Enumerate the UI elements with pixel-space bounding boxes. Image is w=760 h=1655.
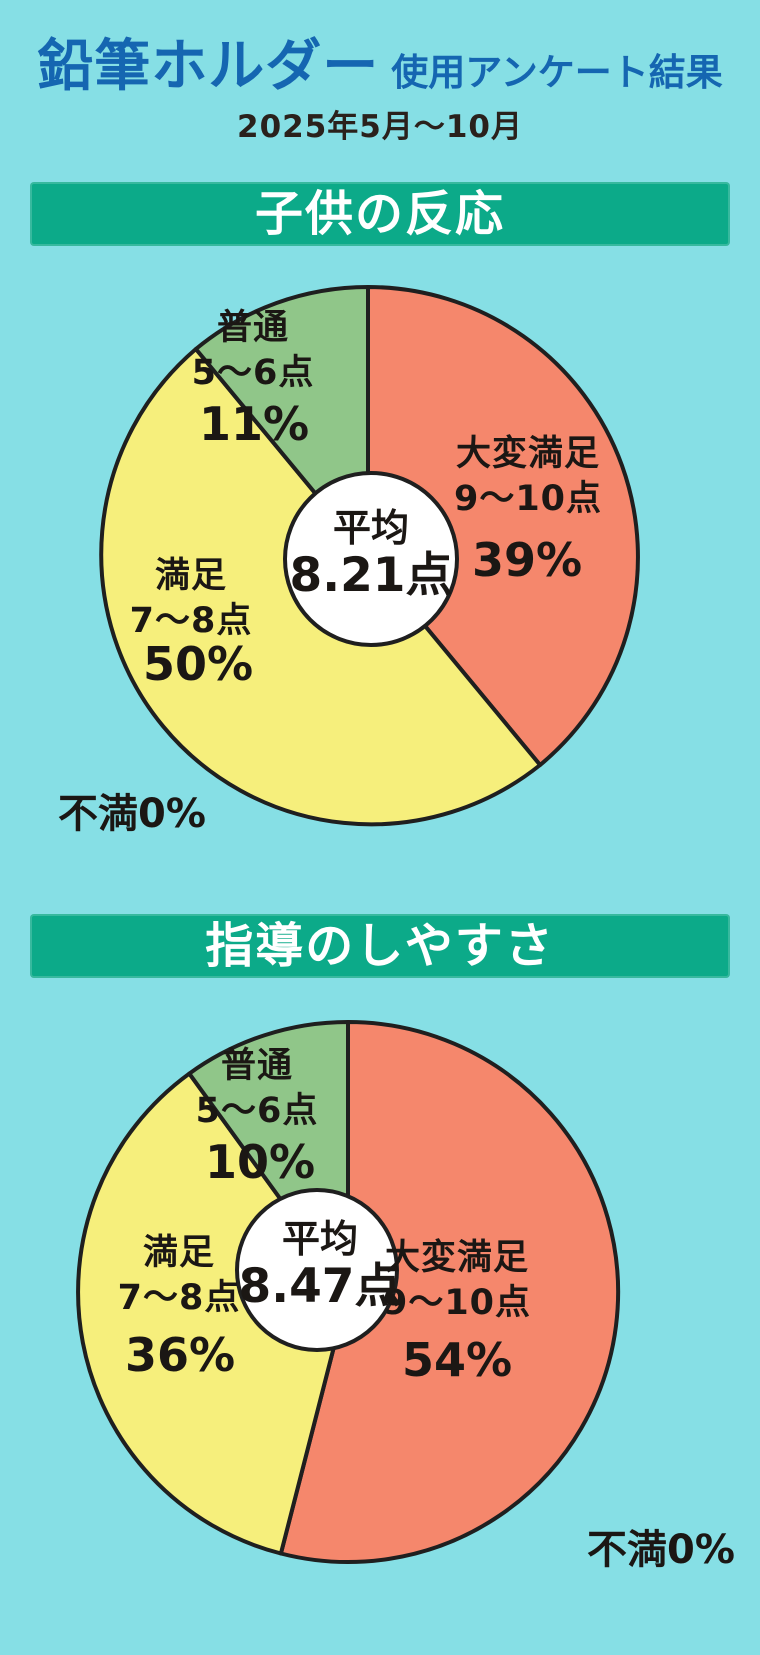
slice-percent-very-satisfied: 39% — [471, 533, 583, 587]
slice-range: 9〜10点 — [453, 479, 603, 519]
slice-name: 普通 — [220, 1046, 293, 1086]
page-title: 鉛筆ホルダー 使用アンケート結果 — [0, 36, 760, 111]
pie-slice-very-satisfied — [278, 1020, 621, 1564]
section-banner-children-reaction: 子供の反応 — [30, 182, 730, 246]
slice-name: 満足 — [154, 556, 227, 596]
average-word: 平均 — [281, 1217, 358, 1261]
page-title-sub: 使用アンケート結果 — [391, 51, 723, 94]
section-banner-ease-of-teaching: 指導のしやすさ — [30, 914, 730, 978]
pie-center-circle — [283, 471, 459, 647]
slice-percent-satisfied: 50% — [142, 637, 254, 691]
pie-chart-ease-of-teaching — [76, 1020, 621, 1564]
slice-name: 満足 — [142, 1233, 215, 1273]
pie-slice-very-satisfied — [366, 285, 640, 767]
slice-range: 7〜8点 — [129, 601, 253, 641]
pie-center-circle — [235, 1188, 399, 1352]
slice-label-very-satisfied: 大変満足 9〜10点 — [454, 432, 602, 522]
slice-name: 大変満足 — [384, 1238, 529, 1278]
slice-range: 9〜10点 — [382, 1283, 532, 1323]
average-word: 平均 — [332, 506, 409, 550]
slice-percent-satisfied: 36% — [124, 1328, 236, 1382]
slice-range: 5〜6点 — [191, 353, 315, 393]
average-score-teaching: 平均 8.47点 — [239, 1216, 402, 1312]
slice-label-very-satisfied: 大変満足 9〜10点 — [383, 1236, 531, 1326]
slice-label-neutral: 普通 5〜6点 — [192, 306, 315, 396]
zero-dissatisfied-note: 不満0% — [587, 1527, 735, 1573]
pie-chart-children-reaction — [99, 285, 640, 827]
slice-percent-neutral: 11% — [198, 397, 310, 451]
slice-name: 普通 — [216, 308, 289, 348]
survey-period: 2025年5月〜10月 — [237, 109, 523, 145]
slice-label-neutral: 普通 5〜6点 — [196, 1044, 319, 1134]
average-score-children: 平均 8.21点 — [290, 505, 453, 601]
slice-label-satisfied: 満足 7〜8点 — [130, 554, 253, 644]
slice-label-satisfied: 満足 7〜8点 — [118, 1231, 241, 1321]
pie-slice-satisfied — [76, 1071, 350, 1556]
average-value: 8.47点 — [238, 1259, 402, 1314]
zero-dissatisfied-note: 不満0% — [58, 791, 206, 837]
average-value: 8.21点 — [289, 548, 453, 603]
slice-percent-very-satisfied: 54% — [401, 1333, 513, 1387]
page-title-main: 鉛筆ホルダー — [37, 34, 380, 99]
slice-percent-neutral: 10% — [204, 1135, 316, 1189]
slice-range: 7〜8点 — [117, 1278, 241, 1318]
slice-name: 大変満足 — [455, 434, 600, 474]
slice-range: 5〜6点 — [195, 1091, 319, 1131]
